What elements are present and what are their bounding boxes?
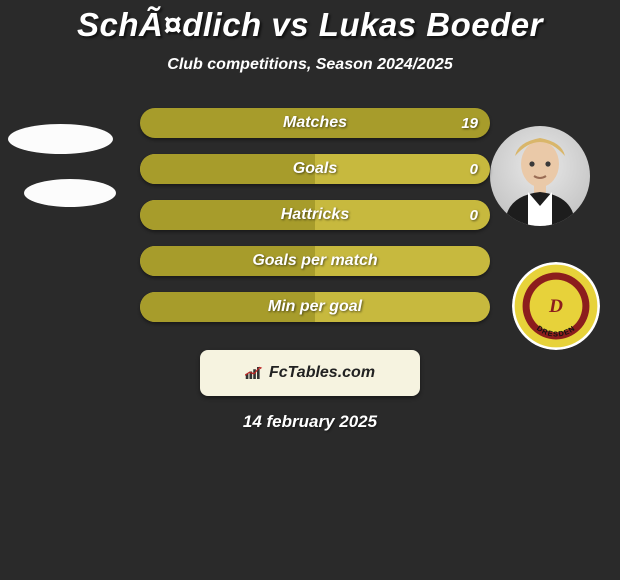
page-subtitle: Club competitions, Season 2024/2025 bbox=[0, 56, 620, 74]
stat-bar-value: 19 bbox=[461, 108, 478, 138]
stat-bar-value: 0 bbox=[470, 200, 478, 230]
svg-text:D: D bbox=[548, 296, 563, 317]
stat-bar-row: Matches19 bbox=[140, 108, 490, 138]
right-player-club-badge: D DRESDEN bbox=[512, 262, 600, 350]
brand-card[interactable]: FcTables.com bbox=[200, 350, 420, 396]
stat-bar-label: Goals per match bbox=[140, 246, 490, 276]
stat-bar-value: 0 bbox=[470, 154, 478, 184]
brand-text: FcTables.com bbox=[269, 364, 375, 382]
right-player-avatar bbox=[490, 126, 590, 226]
stat-bar-label: Min per goal bbox=[140, 292, 490, 322]
date-line: 14 february 2025 bbox=[0, 412, 620, 432]
stat-bar-label: Goals bbox=[140, 154, 490, 184]
stat-bars: Matches19Goals0Hattricks0Goals per match… bbox=[140, 108, 490, 338]
page-title: SchÃ¤dlich vs Lukas Boeder bbox=[0, 0, 620, 44]
stat-bar-row: Goals per match bbox=[140, 246, 490, 276]
stat-bar-row: Goals0 bbox=[140, 154, 490, 184]
stat-bar-row: Hattricks0 bbox=[140, 200, 490, 230]
chart-icon bbox=[245, 366, 263, 380]
comparison-stage: D DRESDEN Matches19Goals0Hattricks0Goals… bbox=[0, 104, 620, 444]
left-player-avatar-placeholder bbox=[8, 124, 113, 154]
stat-bar-label: Hattricks bbox=[140, 200, 490, 230]
stat-bar-label: Matches bbox=[140, 108, 490, 138]
stat-bar-row: Min per goal bbox=[140, 292, 490, 322]
left-player-club-placeholder bbox=[24, 179, 116, 207]
